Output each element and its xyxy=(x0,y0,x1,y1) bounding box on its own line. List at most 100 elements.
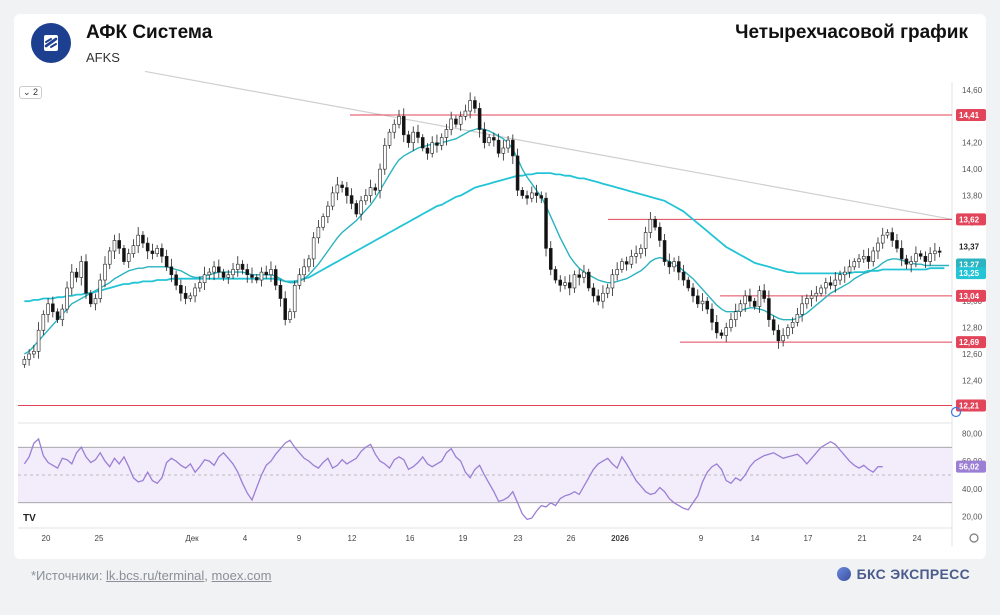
rsi-line xyxy=(23,437,883,521)
candle-body xyxy=(160,248,164,257)
candle-body xyxy=(492,137,496,141)
candle-body xyxy=(700,300,705,305)
candle-body xyxy=(98,279,103,299)
time-tick-label: 9 xyxy=(297,534,302,543)
candle-body xyxy=(169,266,174,276)
candle-body xyxy=(259,271,264,281)
candle-body xyxy=(885,232,890,236)
candle-body xyxy=(809,295,814,299)
time-tick-label: 2026 xyxy=(611,534,629,543)
candle-body xyxy=(667,261,672,268)
tradingview-logo-icon: TV xyxy=(23,513,36,524)
candle-body xyxy=(221,271,226,278)
candle-body xyxy=(321,216,325,228)
candle-body xyxy=(93,298,98,305)
level-price-tag xyxy=(956,109,986,122)
candle-body xyxy=(553,269,558,281)
chevron-down-icon: ⌄ xyxy=(23,87,34,97)
interval-badge[interactable]: ⌄ 2 xyxy=(19,86,43,99)
candle-body xyxy=(719,332,724,336)
candle-body xyxy=(729,319,733,328)
candle-body xyxy=(544,197,548,249)
candle-body xyxy=(776,329,781,342)
candle-body xyxy=(22,358,27,365)
candle-body xyxy=(292,285,297,313)
candle-body xyxy=(847,266,852,273)
source-link-terminal[interactable]: lk.bcs.ru/terminal xyxy=(106,568,205,583)
rsi-last-tag xyxy=(956,460,986,473)
candle-body xyxy=(871,250,876,262)
candle-body xyxy=(899,248,904,260)
candle-body xyxy=(198,282,202,289)
time-tick-label: 12 xyxy=(348,534,357,543)
candle-body xyxy=(316,226,321,239)
candle-body xyxy=(250,274,254,278)
candle-body xyxy=(444,129,449,138)
candle-body xyxy=(302,266,306,276)
price-tick-label: 12,40 xyxy=(962,376,983,385)
candle-body xyxy=(643,232,648,249)
rsi-tick-label: 80,00 xyxy=(962,429,983,438)
candle-body xyxy=(767,298,771,320)
candle-body xyxy=(762,290,766,299)
candle-body xyxy=(771,319,776,331)
level-price-tag xyxy=(956,213,986,226)
time-tick-label: 4 xyxy=(243,534,248,543)
candle-body xyxy=(591,287,596,297)
brand-logo-icon xyxy=(836,567,851,581)
source-link-moex[interactable]: moex.com xyxy=(211,568,272,583)
candle-body xyxy=(534,192,539,196)
candle-body xyxy=(264,271,268,276)
candle-body xyxy=(136,234,140,247)
candle-body xyxy=(217,266,221,273)
candle-body xyxy=(923,255,928,262)
brand-name: БКС ЭКСПРЕСС xyxy=(856,566,970,582)
candle-body xyxy=(51,303,55,313)
candle-body xyxy=(880,234,885,244)
candle-body xyxy=(629,255,634,265)
candle-body xyxy=(610,274,615,289)
candle-body xyxy=(55,311,60,320)
candle-body xyxy=(164,255,169,268)
candle-body xyxy=(748,295,752,302)
candle-body xyxy=(288,311,292,320)
candle-body xyxy=(27,353,31,360)
ma-slow-tag-label: 13,25 xyxy=(959,269,980,278)
time-tick-label: 20 xyxy=(42,534,51,543)
time-tick-label: 24 xyxy=(913,534,922,543)
candle-body xyxy=(861,255,866,260)
candle-body xyxy=(340,184,344,188)
candle-body xyxy=(838,274,842,281)
candle-body xyxy=(368,187,373,196)
candle-body xyxy=(501,147,506,154)
candle-body xyxy=(548,248,553,270)
ticker-symbol: AFKS xyxy=(86,50,120,65)
rsi-tick-label: 20,00 xyxy=(962,513,983,522)
candle-body xyxy=(857,258,861,262)
time-tick-label: 19 xyxy=(459,534,468,543)
candle-body xyxy=(179,285,183,294)
candle-body xyxy=(672,261,676,268)
candle-body xyxy=(458,116,463,125)
candle-body xyxy=(416,131,420,138)
candle-body xyxy=(36,329,41,352)
candle-body xyxy=(449,118,453,130)
last-price-tag-label: 13,37 xyxy=(959,242,980,251)
candle-body xyxy=(202,274,207,283)
candle-body xyxy=(193,287,197,297)
candle-body xyxy=(392,123,397,133)
candle-body xyxy=(212,266,216,273)
last-price-tag xyxy=(956,240,986,253)
candle-body xyxy=(824,282,828,289)
interval-value: 2 xyxy=(33,87,39,97)
candle-body xyxy=(236,263,240,270)
candle-body xyxy=(112,240,117,252)
candle-body xyxy=(145,242,150,252)
sources-separator: , xyxy=(204,568,212,583)
candle-body xyxy=(425,147,430,154)
candle-body xyxy=(345,187,349,196)
time-tick-label: Дек xyxy=(185,534,199,543)
brand: БКС ЭКСПРЕСС xyxy=(836,566,970,582)
candle-body xyxy=(41,314,46,331)
